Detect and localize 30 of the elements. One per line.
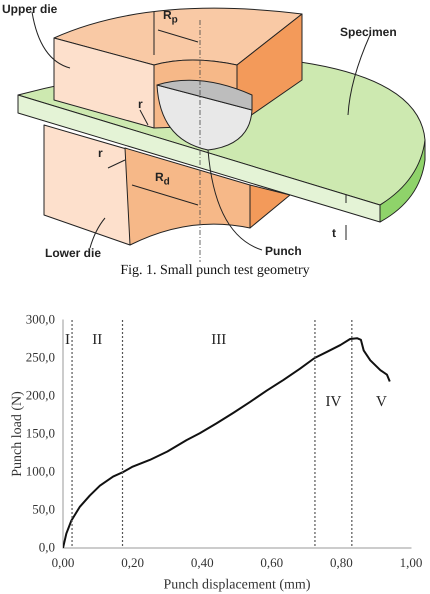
text: r (98, 146, 103, 160)
annotation: IV (325, 394, 342, 410)
text: Punch (265, 244, 302, 258)
x-tick-label: 0,00 (52, 555, 74, 570)
text: R$_{d}$ (155, 170, 170, 188)
annotation: I (65, 332, 70, 348)
text: Upper die (2, 2, 58, 16)
caption: Fig. 1. Small punch test geometry (119, 263, 311, 279)
text: r (138, 97, 143, 111)
x-tick-label: 0,20 (121, 555, 144, 570)
x-tick-label: 0,40 (190, 555, 214, 570)
y-tick-label: 100,0 (26, 463, 55, 478)
y-tick-label: 150,0 (26, 425, 55, 440)
text: Lower die (45, 246, 102, 260)
annotation: V (376, 394, 387, 410)
y-tick-label: 250,0 (26, 349, 55, 364)
annotation: II (92, 332, 102, 348)
text: t (332, 226, 336, 240)
y-tick-label: 300,0 (26, 311, 55, 326)
x-tick-label: 1,00 (400, 555, 422, 570)
y-tick-label: 0,0 (38, 539, 55, 554)
annotation: III (211, 332, 226, 348)
x-tick-label: 0,80 (330, 555, 353, 570)
y-tick-label: 50,0 (32, 501, 55, 516)
text: Specimen (340, 25, 397, 39)
y-axis-title: Punch load (N) (10, 390, 26, 477)
x-tick-label: 0,60 (260, 555, 284, 570)
text: R$_{p}$ (163, 8, 178, 26)
x-axis-title: Punch displacement (mm) (164, 577, 311, 592)
y-tick-label: 200,0 (26, 387, 55, 402)
